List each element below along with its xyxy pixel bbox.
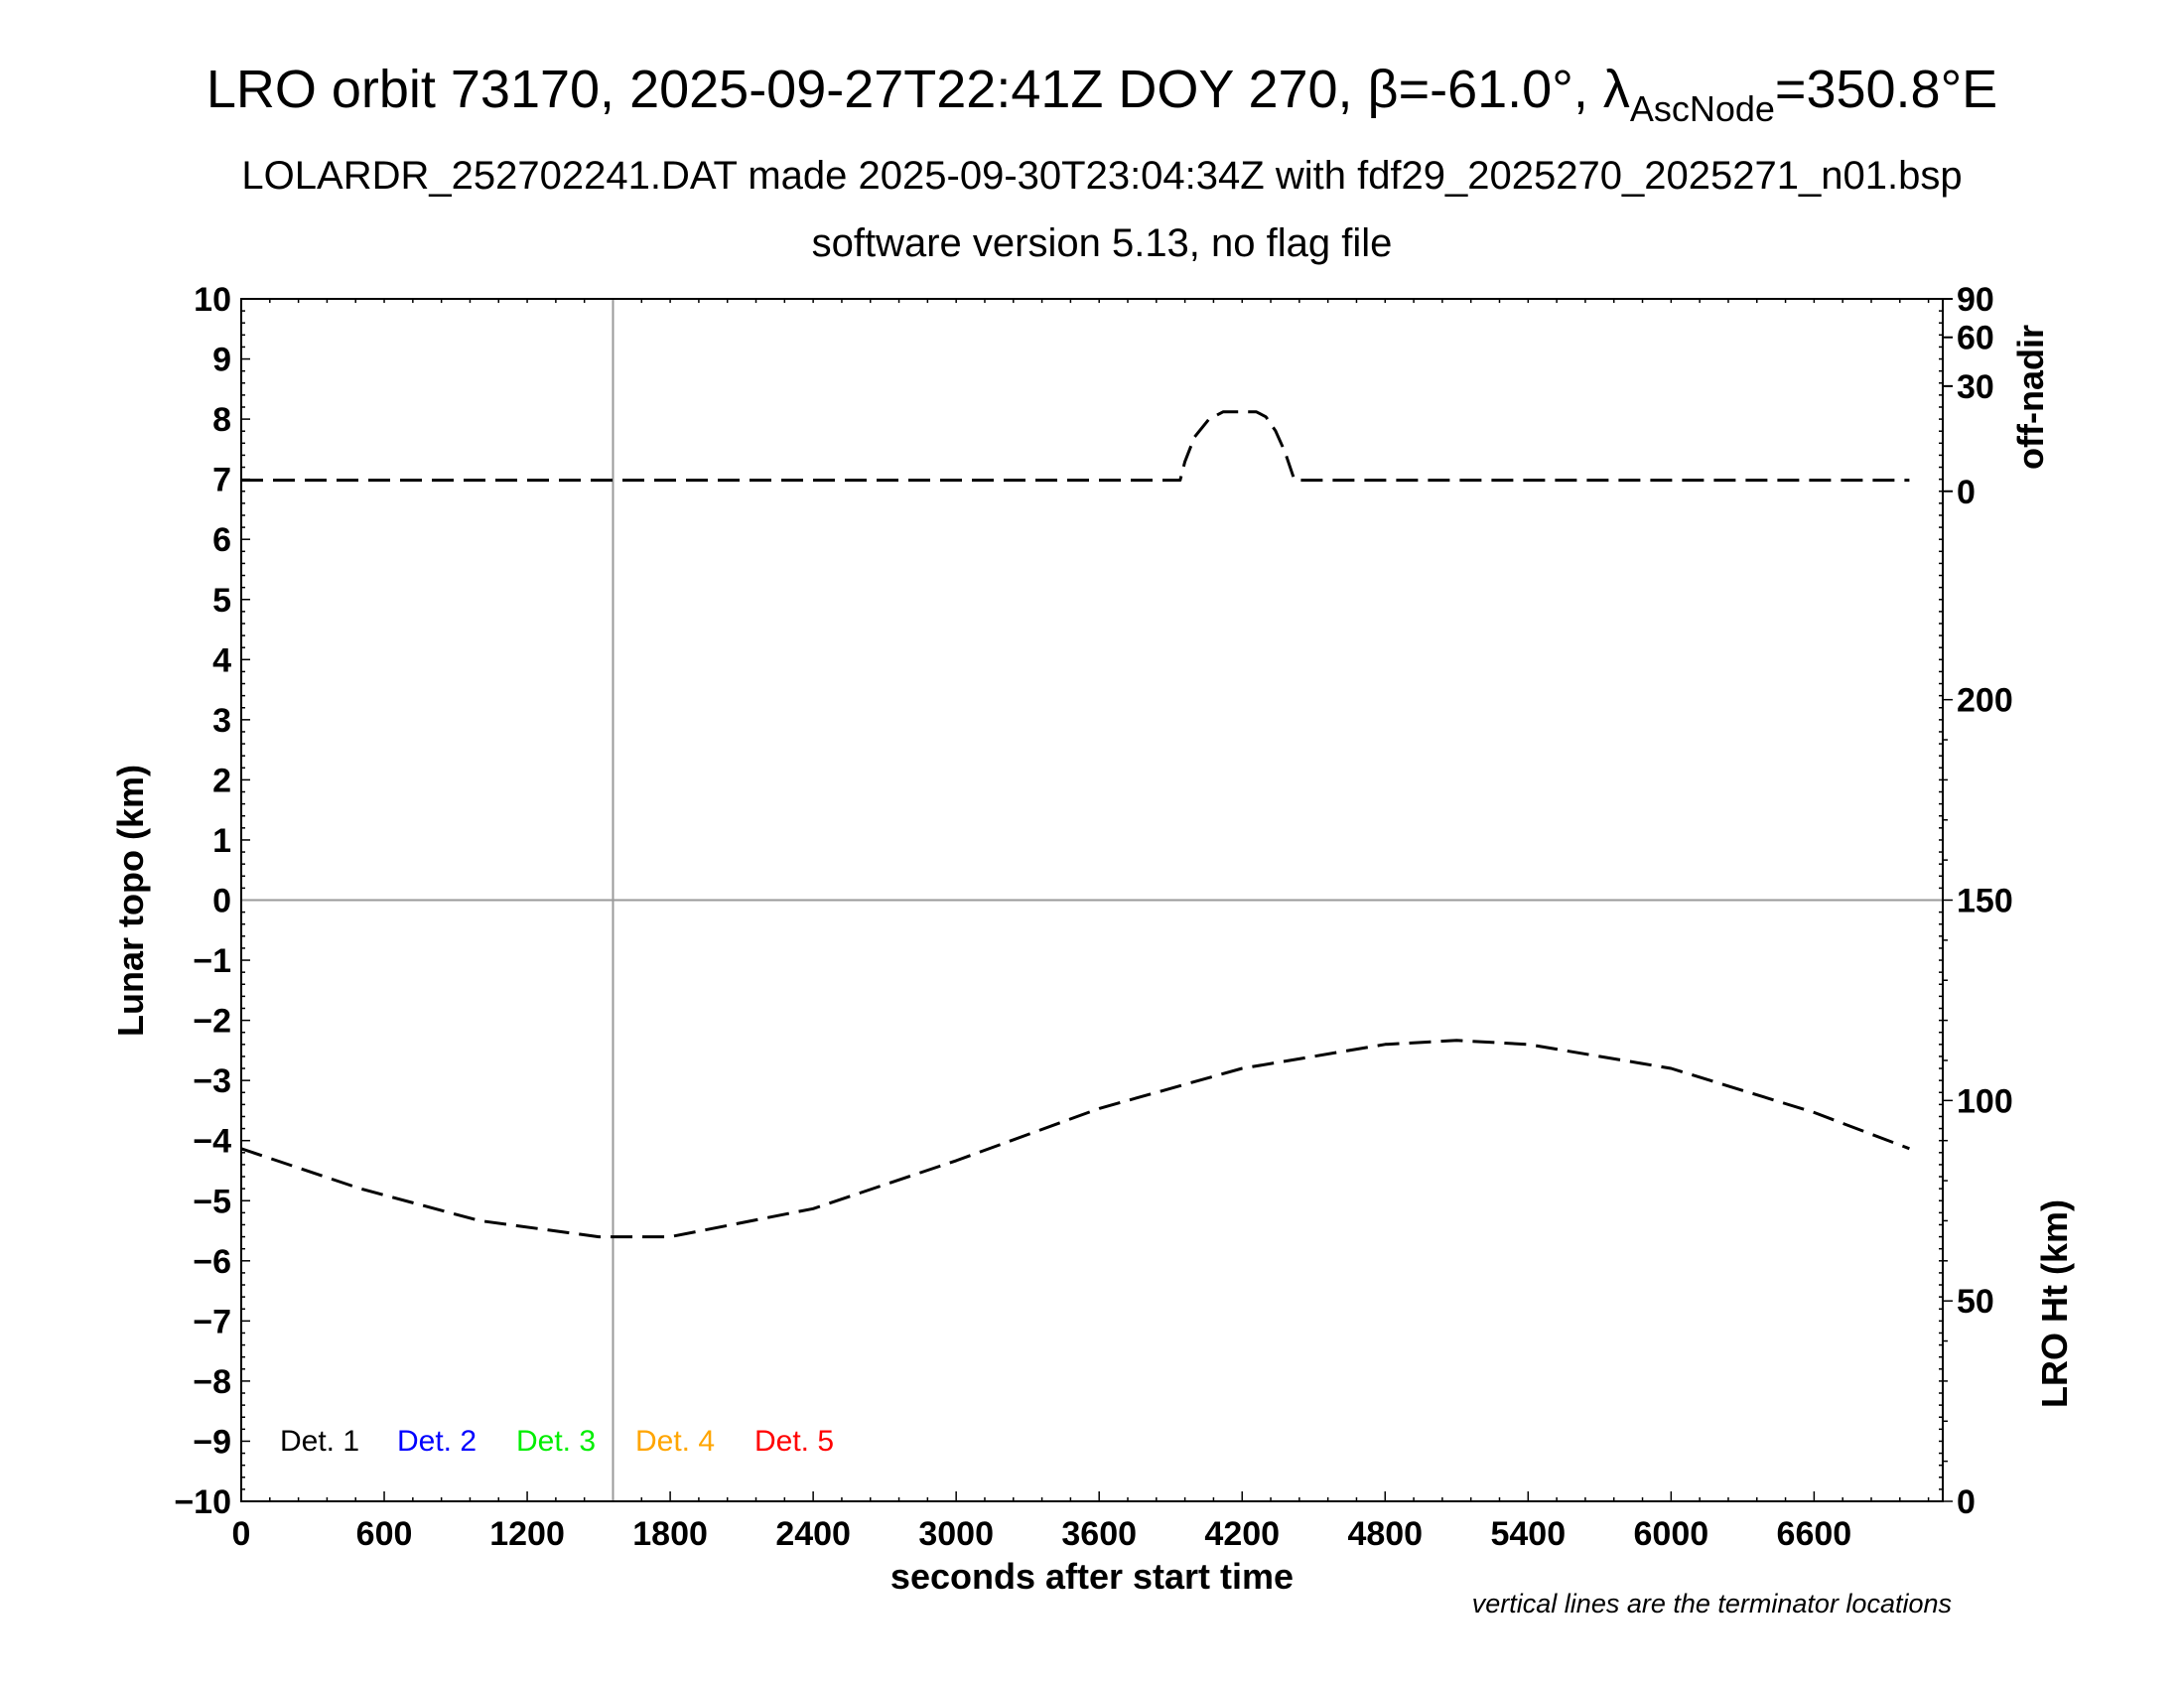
- x-tick-label: 0: [232, 1515, 251, 1553]
- y-tick-label: −6: [193, 1243, 231, 1281]
- offnadir-tick-label: 0: [1957, 474, 1976, 511]
- legend-item: Det. 3: [516, 1425, 596, 1458]
- x-tick-label: 1800: [632, 1515, 708, 1553]
- y-tick-label: 10: [194, 281, 231, 319]
- height-tick-label: 50: [1957, 1283, 1994, 1321]
- x-tick-label: 3600: [1061, 1515, 1137, 1553]
- legend: Det. 1 Det. 2 Det. 3 Det. 4 Det. 5: [280, 1425, 834, 1458]
- legend-item: Det. 4: [635, 1425, 715, 1458]
- x-tick-labels: 0 600 1200 1800 2400 3000 3600 4200 4800 5400 6000…: [232, 1515, 1852, 1553]
- height-axis-label: LRO Ht (km): [2034, 1199, 2075, 1408]
- height-tick-label: 100: [1957, 1082, 2013, 1120]
- y-tick-label: 4: [212, 641, 231, 679]
- height-tick-label: 0: [1957, 1483, 1976, 1521]
- x-tick-label: 2400: [775, 1515, 851, 1553]
- y-axis-label: Lunar topo (km): [110, 765, 151, 1037]
- reference-lines: [241, 299, 1943, 1501]
- x-tick-label: 600: [356, 1515, 413, 1553]
- legend-item: Det. 1: [280, 1425, 359, 1458]
- y-tick-label: −9: [193, 1423, 231, 1461]
- y-tick-label: 2: [212, 762, 231, 799]
- terminator-note: vertical lines are the terminator locati…: [1472, 1589, 1952, 1618]
- y-tick-label: 3: [212, 702, 231, 740]
- chart-title: LRO orbit 73170, 2025-09-27T22:41Z DOY 2…: [206, 60, 1997, 129]
- y-tick-label: −10: [174, 1483, 231, 1521]
- x-tick-label: 3000: [918, 1515, 994, 1553]
- y-tick-label: −5: [193, 1183, 231, 1220]
- offnadir-tick-label: 60: [1957, 320, 1994, 357]
- height-tick-label: 150: [1957, 883, 2013, 920]
- y-tick-label: 1: [212, 822, 231, 860]
- y-tick-label: 6: [212, 521, 231, 559]
- offnadir-tick-label: 90: [1957, 281, 1994, 319]
- offnadir-series: [241, 410, 1910, 483]
- chart-subtitle-file: LOLARDR_252702241.DAT made 2025-09-30T23…: [241, 154, 1962, 198]
- x-tick-label: 4800: [1347, 1515, 1423, 1553]
- legend-item: Det. 5: [754, 1425, 834, 1458]
- y-tick-label: −1: [193, 942, 231, 980]
- y-tick-label: 8: [212, 401, 231, 439]
- x-tick-label: 6600: [1777, 1515, 1852, 1553]
- height-series: [240, 1039, 1910, 1239]
- title-subscript: AscNode: [1630, 88, 1775, 129]
- y-tick-label: 7: [212, 462, 231, 499]
- legend-item: Det. 2: [397, 1425, 477, 1458]
- x-tick-label: 4200: [1204, 1515, 1280, 1553]
- y-tick-label: −3: [193, 1062, 231, 1100]
- y-tick-label: 0: [212, 883, 231, 920]
- offnadir-axis-label: off-nadir: [2010, 325, 2051, 470]
- y-tick-label: −4: [193, 1123, 231, 1161]
- offnadir-tick-label: 30: [1957, 368, 1994, 406]
- y-tick-label: −2: [193, 1003, 231, 1041]
- height-tick-label: 200: [1957, 682, 2013, 720]
- x-tick-label: 6000: [1634, 1515, 1709, 1553]
- x-tick-label: 1200: [489, 1515, 565, 1553]
- y-tick-label: 5: [212, 582, 231, 620]
- chart-subtitle-version: software version 5.13, no flag file: [812, 221, 1393, 265]
- y-tick-label: 9: [212, 342, 231, 379]
- series-lines: [240, 410, 1910, 1239]
- y-tick-label: −8: [193, 1363, 231, 1401]
- x-axis-label: seconds after start time: [890, 1556, 1294, 1597]
- y-tick-label: −7: [193, 1303, 231, 1340]
- x-tick-label: 5400: [1490, 1515, 1566, 1553]
